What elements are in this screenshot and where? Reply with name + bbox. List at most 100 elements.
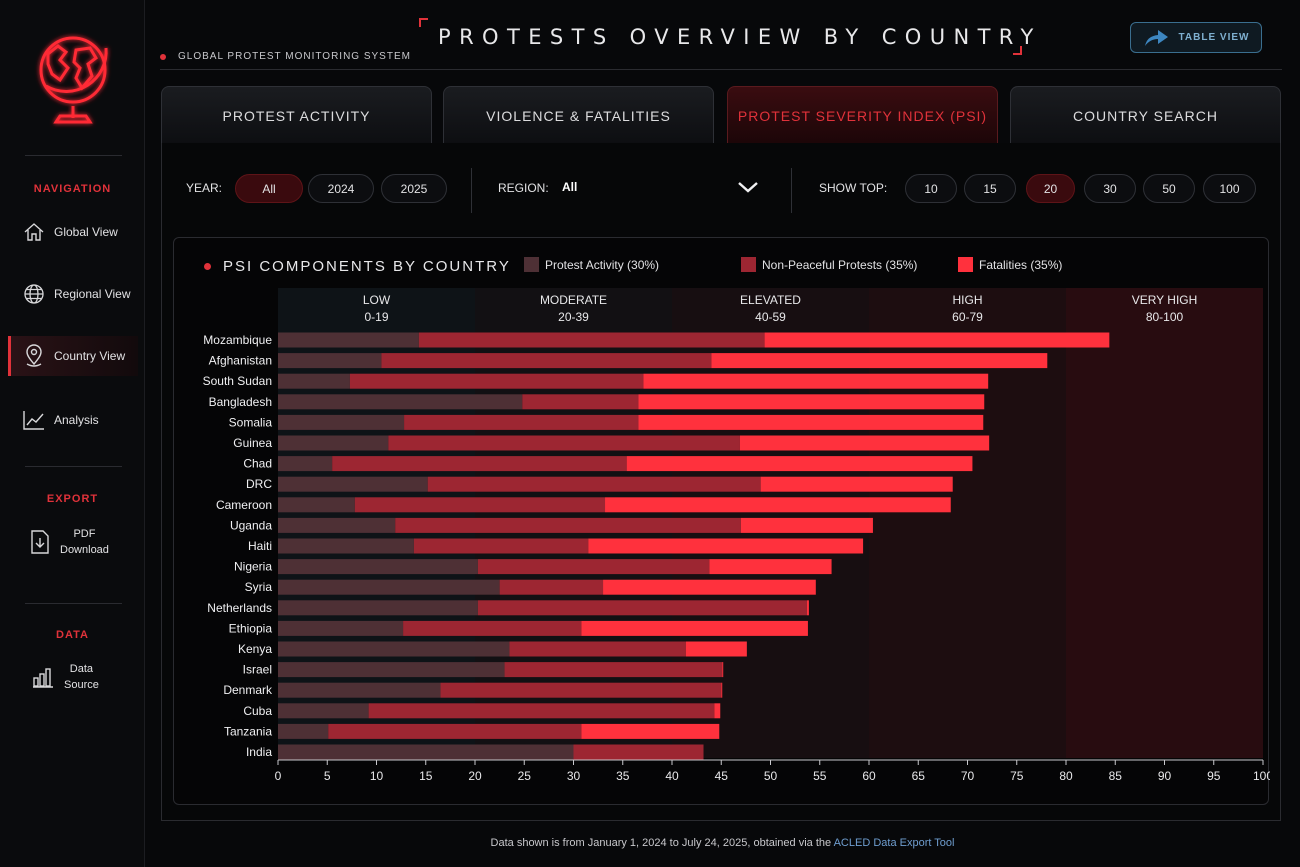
bar-segment-non-peaceful [427, 476, 761, 492]
chart-title-text: PSI COMPONENTS BY COUNTRY [223, 258, 511, 275]
show-top-option-100[interactable]: 100 [1203, 174, 1256, 203]
bar-segment-protest-activity [278, 476, 428, 492]
x-tick-label: 50 [764, 769, 778, 783]
tab-protest-activity[interactable]: PROTEST ACTIVITY [161, 86, 432, 144]
show-top-label: SHOW TOP: [819, 181, 888, 195]
bar-segment-protest-activity [278, 538, 414, 554]
x-tick-label: 65 [912, 769, 926, 783]
chevron-down-icon[interactable] [737, 180, 759, 194]
data-source-label-line1: Data [69, 663, 94, 675]
band-range-label: 60-79 [952, 310, 983, 324]
bar-segment-non-peaceful [388, 435, 740, 451]
bar-segment-protest-activity [278, 600, 478, 616]
legend-fatalities: Fatalities (35%) [958, 257, 1062, 272]
bar-segment-fatalities [806, 600, 809, 616]
bar-segment-protest-activity [278, 373, 350, 389]
bar-segment-non-peaceful [395, 517, 741, 533]
bar-segment-protest-activity [278, 723, 329, 739]
bar-segment-fatalities [714, 703, 721, 719]
system-label-text: GLOBAL PROTEST MONITORING SYSTEM [178, 51, 411, 62]
sidebar-item-country-view[interactable]: Country View [8, 336, 138, 376]
bar-segment-protest-activity [278, 517, 396, 533]
bar-segment-non-peaceful [477, 559, 710, 575]
bar-segment-non-peaceful [349, 373, 644, 389]
band-label: VERY HIGH [1132, 293, 1198, 307]
x-tick-label: 45 [715, 769, 729, 783]
year-label: YEAR: [186, 181, 223, 195]
bar-segment-fatalities [685, 641, 747, 657]
x-tick-label: 60 [862, 769, 876, 783]
country-label: Denmark [223, 683, 273, 697]
tab-violence-fatalities[interactable]: VIOLENCE & FATALITIES [443, 86, 714, 144]
x-tick-label: 75 [1010, 769, 1024, 783]
sidebar-item-analysis[interactable]: Analysis [8, 400, 138, 440]
bar-segment-protest-activity [278, 662, 505, 678]
x-tick-label: 5 [324, 769, 331, 783]
bar-segment-fatalities [626, 456, 973, 472]
sidebar-item-label: Global View [54, 225, 118, 239]
globe-logo-icon [30, 28, 120, 134]
bar-segment-non-peaceful [504, 662, 723, 678]
navigation-heading: NAVIGATION [33, 183, 112, 195]
x-tick-label: 40 [665, 769, 679, 783]
table-view-button[interactable]: TABLE VIEW [1130, 22, 1262, 53]
show-top-option-50[interactable]: 50 [1143, 174, 1195, 203]
chart-title: PSI COMPONENTS BY COUNTRY [204, 258, 511, 275]
x-tick-label: 85 [1109, 769, 1123, 783]
title-dot-icon [204, 263, 211, 270]
acled-link[interactable]: ACLED Data Export Tool [833, 837, 955, 849]
legend-label: Protest Activity (30%) [545, 257, 660, 272]
show-top-option-20[interactable]: 20 [1026, 174, 1075, 203]
bar-segment-fatalities [643, 373, 989, 389]
year-option-all[interactable]: All [235, 174, 303, 203]
country-label: India [246, 745, 272, 759]
bar-chart-icon [32, 665, 56, 689]
footer-text: Data shown is from January 1, 2024 to Ju… [490, 837, 832, 849]
show-top-option-30[interactable]: 30 [1084, 174, 1136, 203]
bar-segment-non-peaceful [522, 394, 639, 410]
bar-segment-fatalities [721, 682, 723, 698]
country-label: Nigeria [234, 560, 272, 574]
share-arrow-icon [1144, 29, 1168, 46]
sidebar-divider [25, 466, 122, 467]
data-source-button[interactable]: Data Source [8, 657, 138, 697]
psi-chart-card: PSI COMPONENTS BY COUNTRY Protest Activi… [173, 237, 1270, 805]
country-label: Tanzania [224, 724, 272, 738]
bar-segment-protest-activity [278, 456, 333, 472]
country-label: Somalia [229, 415, 273, 429]
download-file-icon [28, 530, 52, 554]
bar-segment-protest-activity [278, 559, 478, 575]
show-top-option-15[interactable]: 15 [964, 174, 1016, 203]
country-label: Afghanistan [209, 354, 272, 368]
bar-segment-fatalities [605, 497, 951, 513]
country-label: Cameroon [216, 498, 272, 512]
year-option-2024[interactable]: 2024 [308, 174, 374, 203]
x-tick-label: 95 [1207, 769, 1221, 783]
sidebar-item-global-view[interactable]: Global View [8, 212, 138, 252]
sidebar-item-regional-view[interactable]: Regional View [8, 274, 138, 314]
region-select-value[interactable]: All [562, 180, 578, 194]
pdf-download-button[interactable]: PDF Download [8, 522, 138, 562]
sidebar-item-label: Regional View [54, 287, 131, 301]
x-tick-label: 15 [419, 769, 433, 783]
data-source-label-line2: Source [64, 679, 99, 691]
bar-segment-non-peaceful [332, 456, 627, 472]
band-label: HIGH [953, 293, 983, 307]
tab-country-search[interactable]: COUNTRY SEARCH [1010, 86, 1281, 144]
tab-protest-severity-index[interactable]: PROTEST SEVERITY INDEX (PSI) [727, 86, 998, 144]
country-label: Haiti [248, 539, 272, 553]
bar-segment-non-peaceful [328, 723, 582, 739]
legend-swatch [524, 257, 539, 272]
x-tick-label: 25 [518, 769, 532, 783]
bar-segment-protest-activity [278, 332, 419, 348]
year-option-2025[interactable]: 2025 [381, 174, 447, 203]
bar-segment-protest-activity [278, 353, 382, 369]
x-tick-label: 80 [1059, 769, 1073, 783]
show-top-option-10[interactable]: 10 [905, 174, 957, 203]
country-label: Bangladesh [209, 395, 272, 409]
bar-segment-non-peaceful [381, 353, 712, 369]
legend-swatch [958, 257, 973, 272]
bar-segment-fatalities [709, 559, 832, 575]
data-heading: DATA [56, 629, 89, 641]
x-tick-label: 90 [1158, 769, 1172, 783]
